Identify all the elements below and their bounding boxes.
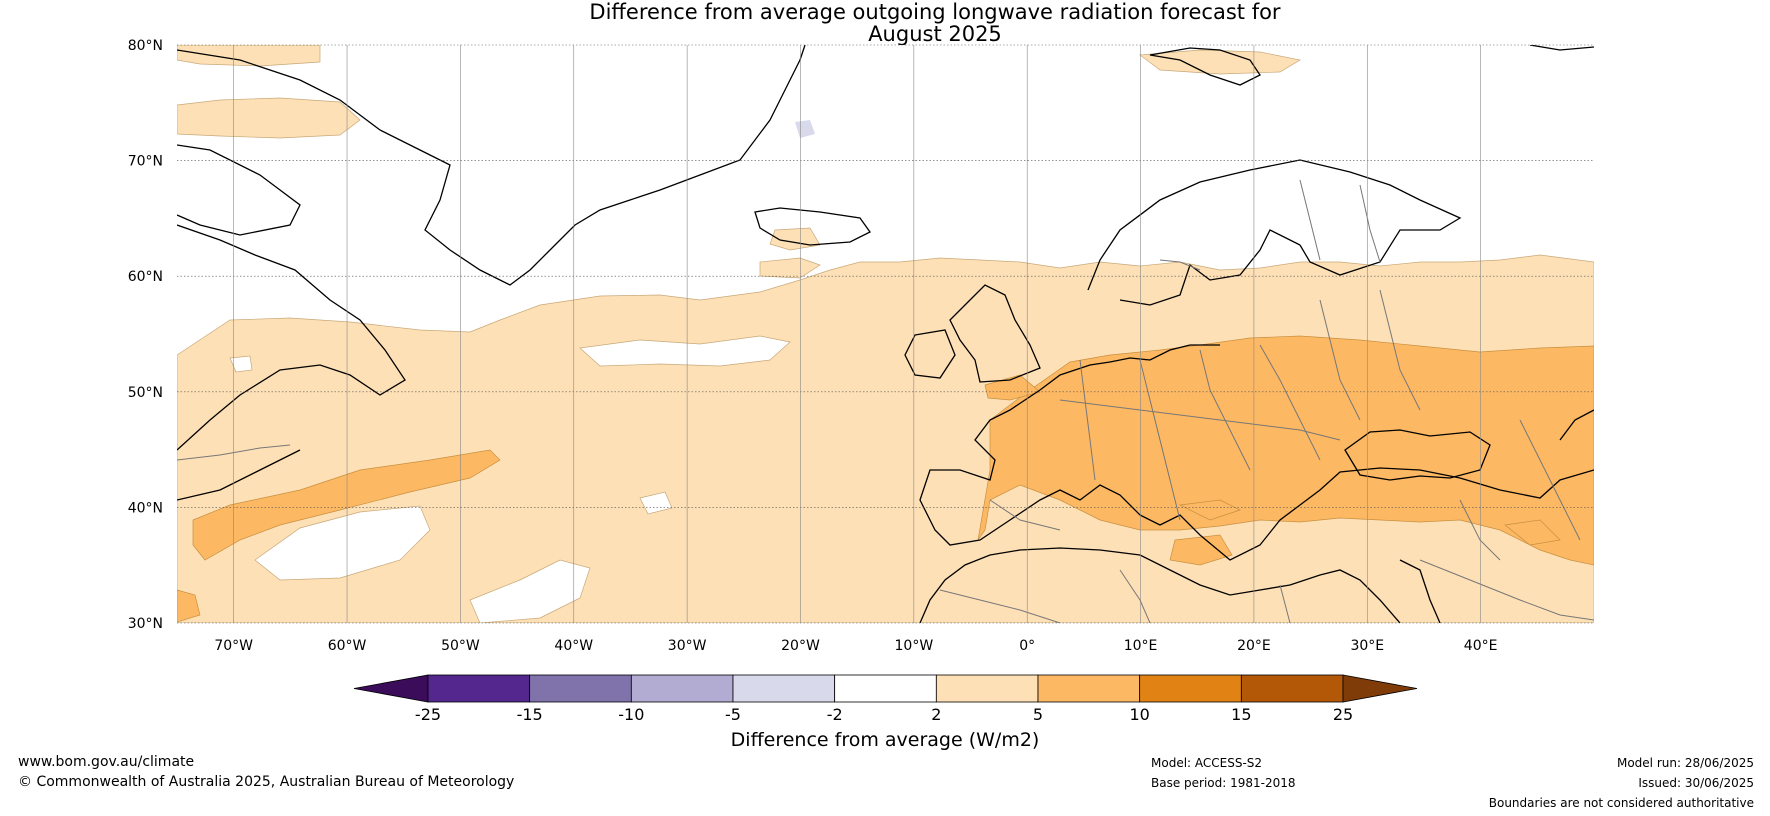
colorbar-extend-min [353,674,429,703]
lon-label: 10°W [895,638,934,654]
lat-label: 80°N [128,38,163,54]
lon-label: 40°E [1464,638,1498,654]
colorbar-segment [1037,674,1141,703]
colorbar-tick-label: -15 [517,705,543,724]
coastlines [177,45,1594,623]
chart-title-line-1: Difference from average outgoing longwav… [589,0,1281,24]
colorbar-segment [732,674,836,703]
website-link[interactable]: www.bom.gov.au/climate [18,754,195,770]
colorbar-tick-label: -5 [725,705,741,724]
model-info: Model: ACCESS-S2 [1151,756,1263,770]
lon-label: 30°E [1350,638,1384,654]
chart-title-line-2: August 2025 [868,22,1002,46]
colorbar-segment [1240,674,1344,703]
map-panel [177,45,1594,623]
lon-label: 70°W [214,638,253,654]
lat-label: 70°N [128,154,163,170]
lon-label: 20°W [781,638,820,654]
lat-label: 50°N [128,385,163,401]
lat-label: 60°N [128,269,163,285]
colorbar-tick-label: -2 [827,705,843,724]
colorbar-segment [1139,674,1242,703]
colorbar-tick-label: 10 [1129,705,1149,724]
colorbar-segment [427,674,531,703]
colorbar-segment [834,674,937,703]
colorbar-tick-label: 2 [931,705,941,724]
colorbar-tick-label: -10 [618,705,644,724]
colorbar: -25 -15 -10 -5 -2 2 5 10 15 25 [353,674,1418,724]
colorbar-segment [529,674,632,703]
colorbar-tick-label: 5 [1033,705,1043,724]
issued-date: Issued: 30/06/2025 [1638,776,1754,790]
colorbar-tick-label: -25 [415,705,441,724]
near-average-regions [229,335,791,623]
colorbar-label: Difference from average (W/m2) [731,729,1040,751]
longitude-labels: 70°W 60°W 50°W 40°W 30°W 20°W 10°W 0° 10°E 20°E 30… [214,638,1497,654]
lat-label: 30°N [128,616,163,632]
lon-label: 60°W [328,638,367,654]
lon-label: 30°W [668,638,707,654]
latitude-labels: 80°N 70°N 60°N 50°N 40°N 30°N [128,38,163,632]
model-run: Model run: 28/06/2025 [1616,756,1754,770]
colorbar-extend-max [1342,674,1418,703]
copyright: © Commonwealth of Australia 2025, Austra… [18,774,515,790]
colorbar-tick-label: 25 [1333,705,1353,724]
colorbar-tick-label: 15 [1231,705,1251,724]
base-period: Base period: 1981-2018 [1151,776,1296,790]
country-borders [177,179,1594,623]
lon-label: 20°E [1237,638,1271,654]
lon-label: 50°W [441,638,480,654]
colorbar-segment [935,674,1039,703]
anomaly-fill-neg-2 [795,120,815,138]
colorbar-segment [630,674,734,703]
lon-label: 40°W [554,638,593,654]
boundaries-disclaimer: Boundaries are not considered authoritat… [1488,796,1754,810]
lat-label: 40°N [128,500,163,516]
lon-label: 10°E [1124,638,1158,654]
lon-label: 0° [1019,638,1035,654]
graticule [177,44,1594,624]
